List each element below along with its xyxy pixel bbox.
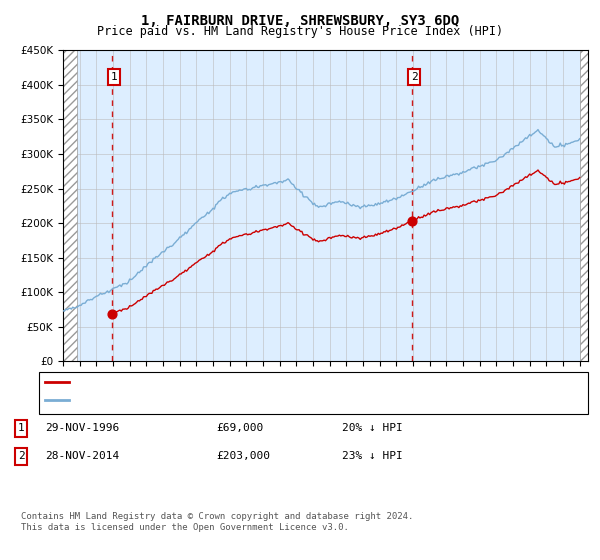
Text: £203,000: £203,000 [216, 451, 270, 461]
Text: 29-NOV-1996: 29-NOV-1996 [45, 423, 119, 433]
Point [407, 217, 416, 226]
Text: 28-NOV-2014: 28-NOV-2014 [45, 451, 119, 461]
Text: 1, FAIRBURN DRIVE, SHREWSBURY, SY3 6DQ: 1, FAIRBURN DRIVE, SHREWSBURY, SY3 6DQ [141, 14, 459, 28]
Text: Contains HM Land Registry data © Crown copyright and database right 2024.
This d: Contains HM Land Registry data © Crown c… [21, 512, 413, 532]
Text: 1: 1 [110, 72, 118, 82]
Text: 1: 1 [17, 423, 25, 433]
Text: 23% ↓ HPI: 23% ↓ HPI [342, 451, 403, 461]
Point [107, 309, 116, 318]
Bar [580, 50, 588, 361]
Text: 20% ↓ HPI: 20% ↓ HPI [342, 423, 403, 433]
Text: HPI: Average price, detached house, Shropshire: HPI: Average price, detached house, Shro… [72, 395, 359, 405]
Bar [63, 50, 77, 361]
Text: 2: 2 [410, 72, 418, 82]
Text: £69,000: £69,000 [216, 423, 263, 433]
Text: 2: 2 [17, 451, 25, 461]
Text: 1, FAIRBURN DRIVE, SHREWSBURY, SY3 6DQ (detached house): 1, FAIRBURN DRIVE, SHREWSBURY, SY3 6DQ (… [72, 377, 416, 388]
Text: Price paid vs. HM Land Registry's House Price Index (HPI): Price paid vs. HM Land Registry's House … [97, 25, 503, 38]
